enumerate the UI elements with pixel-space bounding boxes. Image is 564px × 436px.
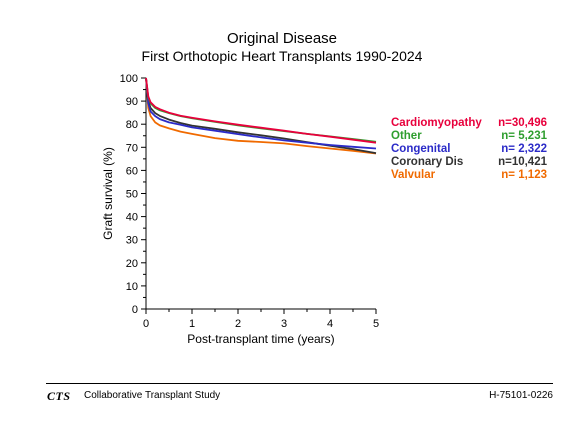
- chart-labels: 0 10 20 30 40 50 60 70 80 90 100 0 1 2 3 4 5 Post-transpl…: [101, 73, 379, 346]
- chart-series: [145, 77, 377, 155]
- x-tick-label: 2: [235, 318, 241, 330]
- legend-series-count: n= 1,123: [501, 169, 547, 181]
- footer-divider: [46, 383, 553, 384]
- legend-series-count: n=10,421: [498, 156, 547, 168]
- y-tick-label: 10: [126, 281, 138, 293]
- y-tick-label: 100: [120, 73, 138, 85]
- y-tick-label: 40: [126, 212, 138, 224]
- legend-series-name: Coronary Dis: [391, 156, 464, 168]
- legend-item: Other n= 5,231: [391, 130, 547, 143]
- legend-series-name: Other: [391, 130, 422, 142]
- legend-series-name: Valvular: [391, 169, 436, 181]
- x-tick-label: 5: [373, 318, 379, 330]
- y-tick-label: 30: [126, 235, 138, 247]
- x-tick-label: 1: [189, 318, 195, 330]
- cts-logo: CTS: [47, 389, 71, 403]
- x-axis-label: Post-transplant time (years): [187, 332, 334, 346]
- legend-series-name: Congenital: [391, 143, 451, 155]
- y-tick-label: 90: [126, 96, 138, 108]
- series-line-cardiomyopathy: [145, 77, 377, 144]
- x-tick-label: 3: [281, 318, 287, 330]
- x-tick-label: 4: [327, 318, 333, 330]
- chart-subtitle: First Orthotopic Heart Transplants 1990-…: [141, 48, 423, 64]
- legend-series-name: Cardiomyopathy: [391, 117, 482, 129]
- chart-axes: [141, 77, 377, 314]
- y-tick-label: 60: [126, 165, 138, 177]
- y-tick-label: 80: [126, 119, 138, 131]
- legend-item: Congenital n= 2,322: [391, 143, 547, 156]
- legend-item: Valvular n= 1,123: [391, 169, 547, 182]
- legend-series-count: n= 5,231: [501, 130, 547, 142]
- y-tick-label: 0: [132, 304, 138, 316]
- legend-series-count: n= 2,322: [501, 143, 547, 155]
- legend-series-count: n=30,496: [498, 117, 547, 129]
- series-line-congenital: [145, 77, 377, 150]
- y-axis-label: Graft survival (%): [101, 147, 115, 240]
- legend-item: Coronary Dis n=10,421: [391, 156, 547, 169]
- y-tick-label: 70: [126, 142, 138, 154]
- y-tick-label: 50: [126, 189, 138, 201]
- organization-name: Collaborative Transplant Study: [84, 390, 221, 401]
- y-tick-label: 20: [126, 258, 138, 270]
- legend-item: Cardiomyopathy n=30,496: [391, 117, 547, 130]
- reference-code: H-75101-0226: [489, 390, 553, 401]
- x-tick-label: 0: [143, 318, 149, 330]
- chart-title: Original Disease: [226, 30, 338, 47]
- series-line-valvular: [145, 77, 377, 155]
